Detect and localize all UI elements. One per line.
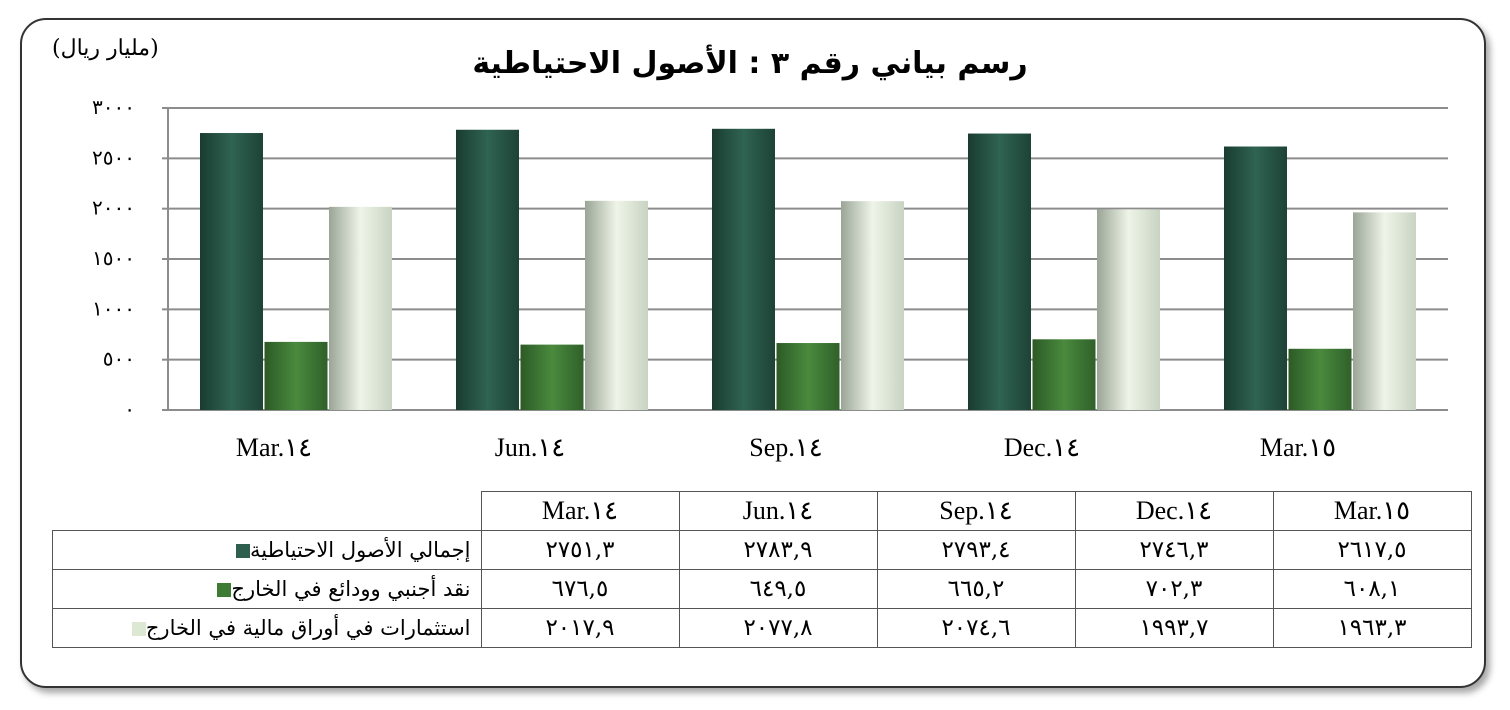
- data-label: ٧٠٢,٣: [1074, 569, 1274, 609]
- data-label: ٦٧٦,٥: [480, 569, 680, 609]
- x-tick-label: Jun.١٤: [495, 433, 566, 462]
- bar-series-3-4: [1097, 209, 1160, 410]
- legend-text: استثمارات في أوراق مالية في الخارج: [145, 616, 471, 640]
- y-tick-label: ١٥٠٠: [92, 246, 135, 270]
- bar-series-1-4: [968, 133, 1031, 411]
- y-tick-label: ٢٠٠٠: [92, 196, 135, 220]
- data-label: ٢٠٧٤,٦: [876, 608, 1076, 648]
- table-row: استثمارات في أوراق مالية في الخارج ٢٠١٧,٩…: [52, 608, 1472, 648]
- legend-swatch: [217, 583, 232, 597]
- bar-series-3-1: [329, 206, 392, 410]
- data-label: ١٩٩٣,٧: [1074, 608, 1274, 648]
- legend-label: استثمارات في أوراق مالية في الخارج: [52, 608, 482, 648]
- data-label: ٦٠٨,١: [1272, 569, 1472, 609]
- bar-series-3-2: [585, 200, 648, 410]
- table-header-cell: Jun.١٤: [678, 491, 878, 531]
- legend-label: إجمالي الأصول الاحتياطية: [52, 530, 482, 570]
- table-header-cell: Dec.١٤: [1074, 491, 1274, 531]
- data-label: ٢٠٧٧,٨: [678, 608, 878, 648]
- data-label: ٦٤٩,٥: [678, 569, 878, 609]
- data-label: ٦٦٥,٢: [876, 569, 1076, 609]
- bar-series-1-5: [1224, 146, 1287, 410]
- table-row: إجمالي الأصول الاحتياطية ٢٧٥١,٣ ٢٧٨٣,٩ ٢٧٩٣…: [52, 530, 1472, 570]
- unit-label: (مليار ريال): [52, 36, 159, 61]
- data-label: ٢٦١٧,٥: [1272, 530, 1472, 570]
- table-corner: [53, 492, 482, 531]
- data-label: ٢٠١٧,٩: [480, 608, 680, 648]
- table-header-cell: Mar.١٤: [480, 491, 680, 531]
- data-label: ١٩٦٣,٣: [1272, 608, 1472, 648]
- table-header-cell: Mar.١٥: [1272, 491, 1472, 531]
- x-tick-label: Mar.١٥: [1260, 433, 1336, 462]
- bar-series-2-4: [1032, 339, 1096, 410]
- y-tick-label: ٠: [124, 397, 135, 421]
- table-row: نقد أجنبي وودائع في الخارج ٦٧٦,٥ ٦٤٩,٥ ٦٦٥,…: [52, 569, 1472, 609]
- bar-series-2-2: [520, 344, 584, 410]
- bar-series-2-5: [1288, 348, 1352, 410]
- x-tick-label: Sep.١٤: [749, 433, 822, 462]
- data-label: ٢٧٥١,٣: [480, 530, 680, 570]
- bar-series-3-3: [841, 201, 904, 410]
- data-label: ٢٧٨٣,٩: [678, 530, 878, 570]
- bar-series-3-5: [1353, 212, 1416, 410]
- legend-label: نقد أجنبي وودائع في الخارج: [52, 569, 482, 609]
- data-label: ٢٧٤٦,٣: [1074, 530, 1274, 570]
- y-tick-label: ٢٥٠٠: [92, 145, 135, 169]
- legend-text: إجمالي الأصول الاحتياطية: [249, 538, 471, 562]
- x-tick-label: Dec.١٤: [1004, 433, 1080, 462]
- bar-series-1-3: [712, 128, 775, 410]
- legend-text: نقد أجنبي وودائع في الخارج: [231, 577, 471, 601]
- y-tick-label: ٣٠٠٠: [92, 95, 135, 119]
- bar-series-2-1: [264, 341, 328, 410]
- legend-swatch: [235, 544, 250, 558]
- x-tick-label: Mar.١٤: [236, 433, 312, 462]
- y-tick-label: ١٠٠٠: [92, 296, 135, 320]
- chart-title: رسم بياني رقم ٣ : الأصول الاحتياطية: [472, 46, 1028, 81]
- bar-series-1-1: [200, 133, 263, 410]
- data-table: Mar.١٤ Jun.١٤ Sep.١٤ Dec.١٤ Mar.١٥ إجمالي الأ…: [52, 491, 1472, 648]
- table-header-cell: Sep.١٤: [876, 491, 1076, 531]
- y-tick-label: ٥٠٠: [103, 347, 135, 371]
- data-label: ٢٧٩٣,٤: [876, 530, 1076, 570]
- bar-chart: ٠ ٥٠٠ ١٠٠٠ ١٥٠٠ ٢٠٠٠ ٢٥٠٠ ٣٠٠٠ Mar.١٤ Jun.١٤ Sep.…: [92, 95, 1448, 462]
- bar-series-2-3: [776, 343, 840, 410]
- bar-series-1-2: [456, 129, 519, 410]
- legend-swatch: [131, 622, 146, 636]
